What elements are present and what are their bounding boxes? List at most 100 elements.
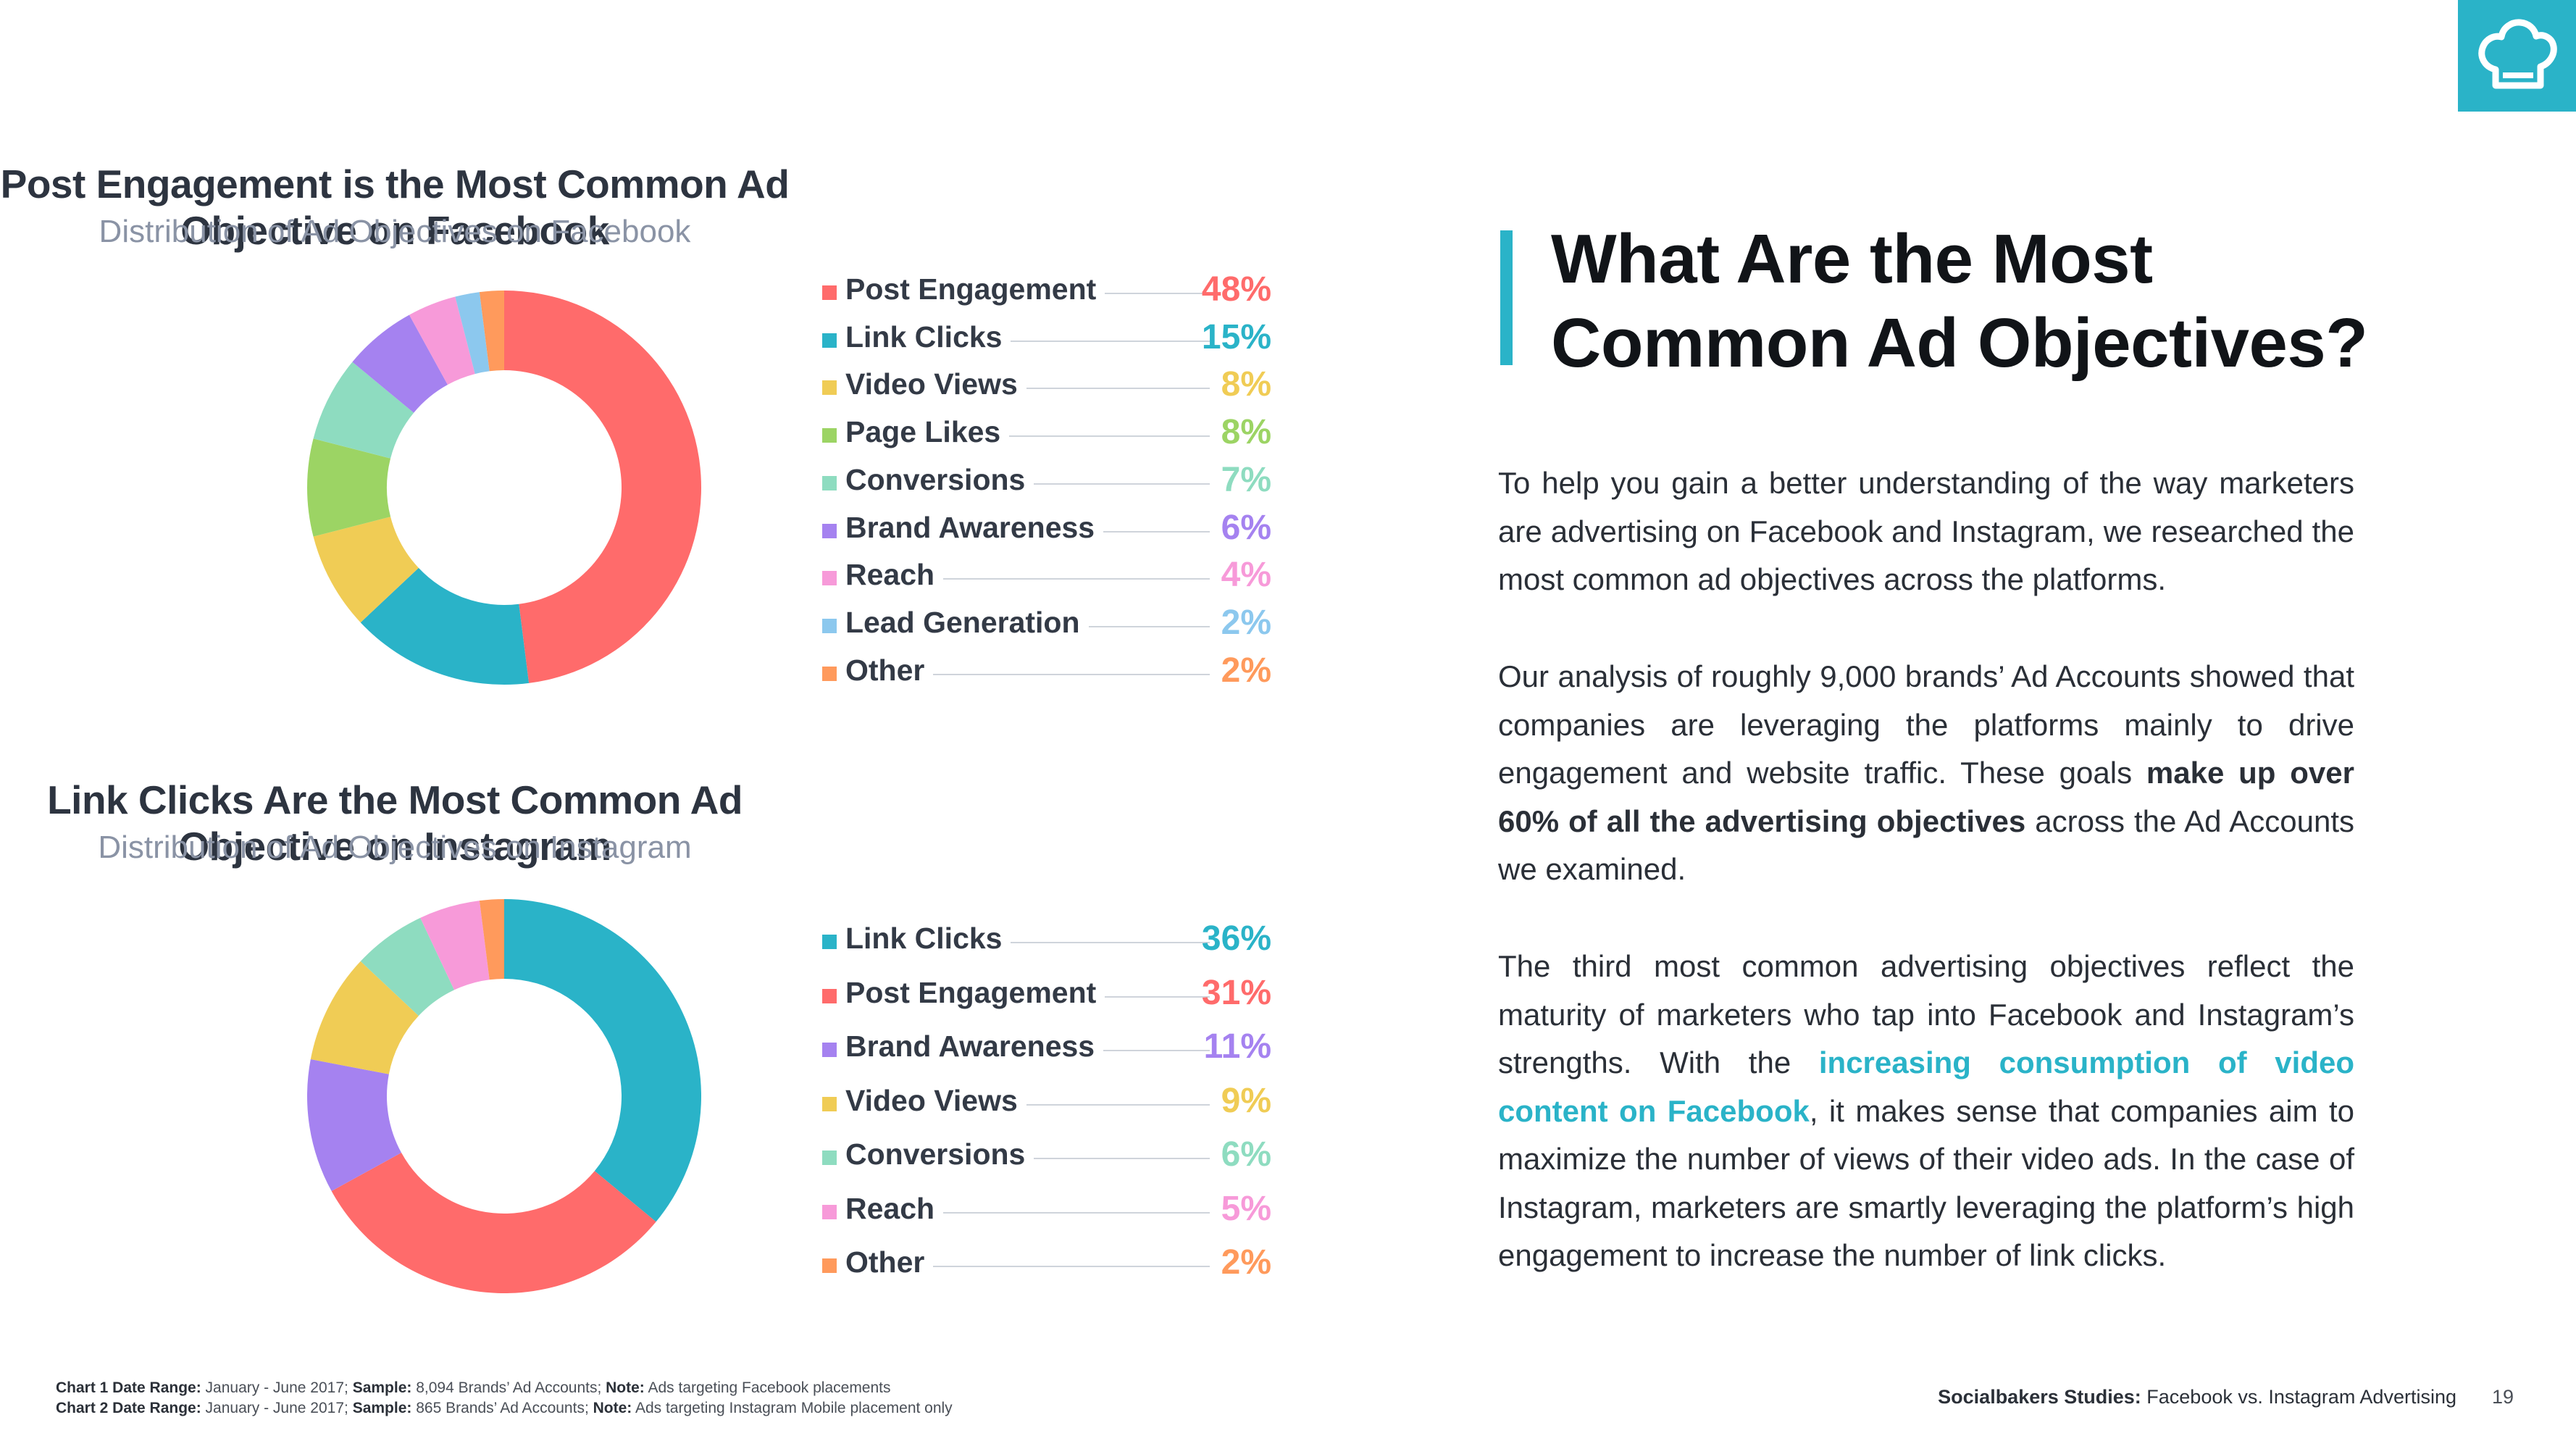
chart2-legend-item-link-clicks: Link Clicks 36% (822, 919, 1271, 962)
analysis-text-b: across the Ad Accounts we examined. (1498, 803, 2354, 887)
legend-value: 36% (1201, 919, 1271, 958)
legend-label: Brand Awareness (845, 510, 1104, 545)
legend-label: Other (845, 653, 934, 688)
legend-swatch (822, 1043, 837, 1057)
legend-leader-line (845, 1266, 1210, 1267)
legend-leader-line (845, 578, 1210, 580)
chart1-slice-lead-generation (455, 292, 490, 375)
chart1-subtitle: Distribution of Ad Objectives on Faceboo… (99, 214, 691, 249)
legend-swatch (822, 523, 837, 538)
legend-label: Lead Generation (845, 605, 1089, 640)
legend-label: Conversions (845, 462, 1034, 497)
chart2-legend-item-other: Other 2% (822, 1243, 1271, 1286)
analysis-paragraph: Our analysis of roughly 9,000 brands’ Ad… (1498, 653, 2354, 894)
video-paragraph: The third most common advertising object… (1498, 943, 2354, 1280)
chart1-slice-brand-awareness (352, 314, 448, 413)
legend-label: Other (845, 1245, 934, 1279)
socialbakers-logo (2458, 0, 2576, 112)
page-heading-line2: Common Ad Objectives? (1551, 304, 2368, 382)
legend-value: 31% (1201, 973, 1271, 1012)
legend-value: 2% (1221, 1243, 1271, 1282)
chart1-slice-other (479, 291, 504, 372)
chart1-legend-item-reach: Reach 4% (822, 555, 1271, 598)
legend-leader-line (845, 942, 1210, 943)
chart1-title: Post Engagement is the Most Common Ad Ob… (0, 162, 790, 253)
footnote-text: 8,094 Brands’ Ad Accounts; (411, 1379, 606, 1396)
legend-swatch (822, 285, 837, 300)
legend-swatch (822, 1204, 837, 1219)
legend-value: 4% (1221, 556, 1271, 595)
page-number: 19 (2492, 1386, 2514, 1408)
chart2-slice-post-engagement (331, 1153, 656, 1293)
footnote-chart2: Chart 2 Date Range: January - June 2017;… (56, 1400, 953, 1417)
chart1-legend-item-conversions: Conversions 7% (822, 460, 1271, 504)
chart2-title: Link Clicks Are the Most Common Ad Objec… (47, 777, 743, 869)
legend-value: 7% (1221, 460, 1271, 499)
footnote-label: Chart 2 Date Range: (56, 1400, 201, 1416)
legend-label: Page Likes (845, 415, 1010, 450)
chart2-slice-conversions (360, 917, 455, 1016)
chart1-legend-item-link-clicks: Link Clicks 15% (822, 317, 1271, 361)
legend-leader-line (845, 435, 1210, 438)
legend-label: Video Views (845, 1083, 1026, 1118)
video-consumption-link[interactable]: increasing consumption of video content … (1498, 1045, 2354, 1128)
legend-label: Post Engagement (845, 975, 1105, 1010)
legend-leader-line (845, 388, 1210, 390)
footer-study-title: Facebook vs. Instagram Advertising (2141, 1386, 2456, 1408)
chart2-legend-item-video-views: Video Views 9% (822, 1081, 1271, 1124)
chart1-slice-conversions (313, 362, 414, 459)
legend-swatch (822, 475, 837, 490)
legend-value: 6% (1221, 1135, 1271, 1174)
legend-leader-line (845, 1211, 1210, 1214)
legend-value: 9% (1221, 1081, 1271, 1120)
legend-swatch (822, 935, 837, 949)
legend-swatch (822, 571, 837, 586)
chart1-legend-item-page-likes: Page Likes 8% (822, 412, 1271, 456)
analysis-text-a: Our analysis of roughly 9,000 brands’ Ad… (1498, 659, 2354, 790)
legend-value: 8% (1221, 413, 1271, 452)
chart1-slice-video-views (313, 517, 419, 623)
chart2-subtitle: Distribution of Ad Objectives on Instagr… (98, 830, 692, 865)
chef-hat-icon (2458, 0, 2576, 112)
chart1-legend-item-post-engagement: Post Engagement 48% (822, 270, 1271, 313)
legend-label: Post Engagement (845, 272, 1105, 306)
chart1-legend-item-video-views: Video Views 8% (822, 364, 1271, 408)
footnote-label: Note: (593, 1400, 632, 1416)
chart2-legend-item-brand-awareness: Brand Awareness 11% (822, 1027, 1271, 1070)
legend-swatch (822, 380, 837, 396)
chart2-slice-other (479, 899, 504, 980)
legend-swatch (822, 333, 837, 348)
legend-swatch (822, 1151, 837, 1165)
chart2-legend-item-conversions: Conversions 6% (822, 1135, 1271, 1178)
legend-leader-line (845, 340, 1210, 342)
chart1-slice-reach (409, 296, 475, 385)
video-text-a: The third most common advertising object… (1498, 949, 2354, 1080)
chart1-slice-page-likes (307, 438, 391, 537)
chart1-legend-item-other: Other 2% (822, 651, 1271, 694)
legend-label: Conversions (845, 1137, 1034, 1172)
legend-swatch (822, 988, 837, 1003)
chart1-donut (307, 291, 702, 685)
footer-study: Socialbakers Studies: Facebook vs. Insta… (1938, 1386, 2456, 1408)
footnote-text: 865 Brands’ Ad Accounts; (411, 1400, 593, 1416)
footnote-text: Ads targeting Instagram Mobile placement… (632, 1400, 953, 1416)
video-text-b: , it makes sense that companies aim to m… (1498, 1093, 2355, 1273)
intro-paragraph: To help you gain a better understanding … (1498, 466, 2354, 596)
page-heading: What Are the Most Common Ad Objectives? (1551, 217, 2456, 385)
chart2-legend-item-reach: Reach 5% (822, 1189, 1271, 1232)
legend-leader-line (845, 1103, 1210, 1106)
chart1-legend-item-lead-generation: Lead Generation 2% (822, 603, 1271, 646)
footnote-label: Note: (606, 1379, 645, 1396)
footnote-label: Chart 1 Date Range: (56, 1379, 201, 1396)
legend-value: 48% (1201, 270, 1271, 309)
footnote-text: January - June 2017; (201, 1379, 353, 1396)
footer-study-label: Socialbakers Studies: (1938, 1386, 2141, 1408)
footnote-label: Sample: (352, 1379, 412, 1396)
legend-label: Video Views (845, 367, 1026, 402)
heading-accent-bar (1500, 230, 1513, 365)
chart1-slice-link-clicks (360, 567, 530, 685)
page-heading-line1: What Are the Most (1551, 220, 2153, 298)
legend-value: 2% (1221, 651, 1271, 690)
legend-label: Brand Awareness (845, 1030, 1104, 1064)
chart2-slice-video-views (310, 961, 419, 1074)
